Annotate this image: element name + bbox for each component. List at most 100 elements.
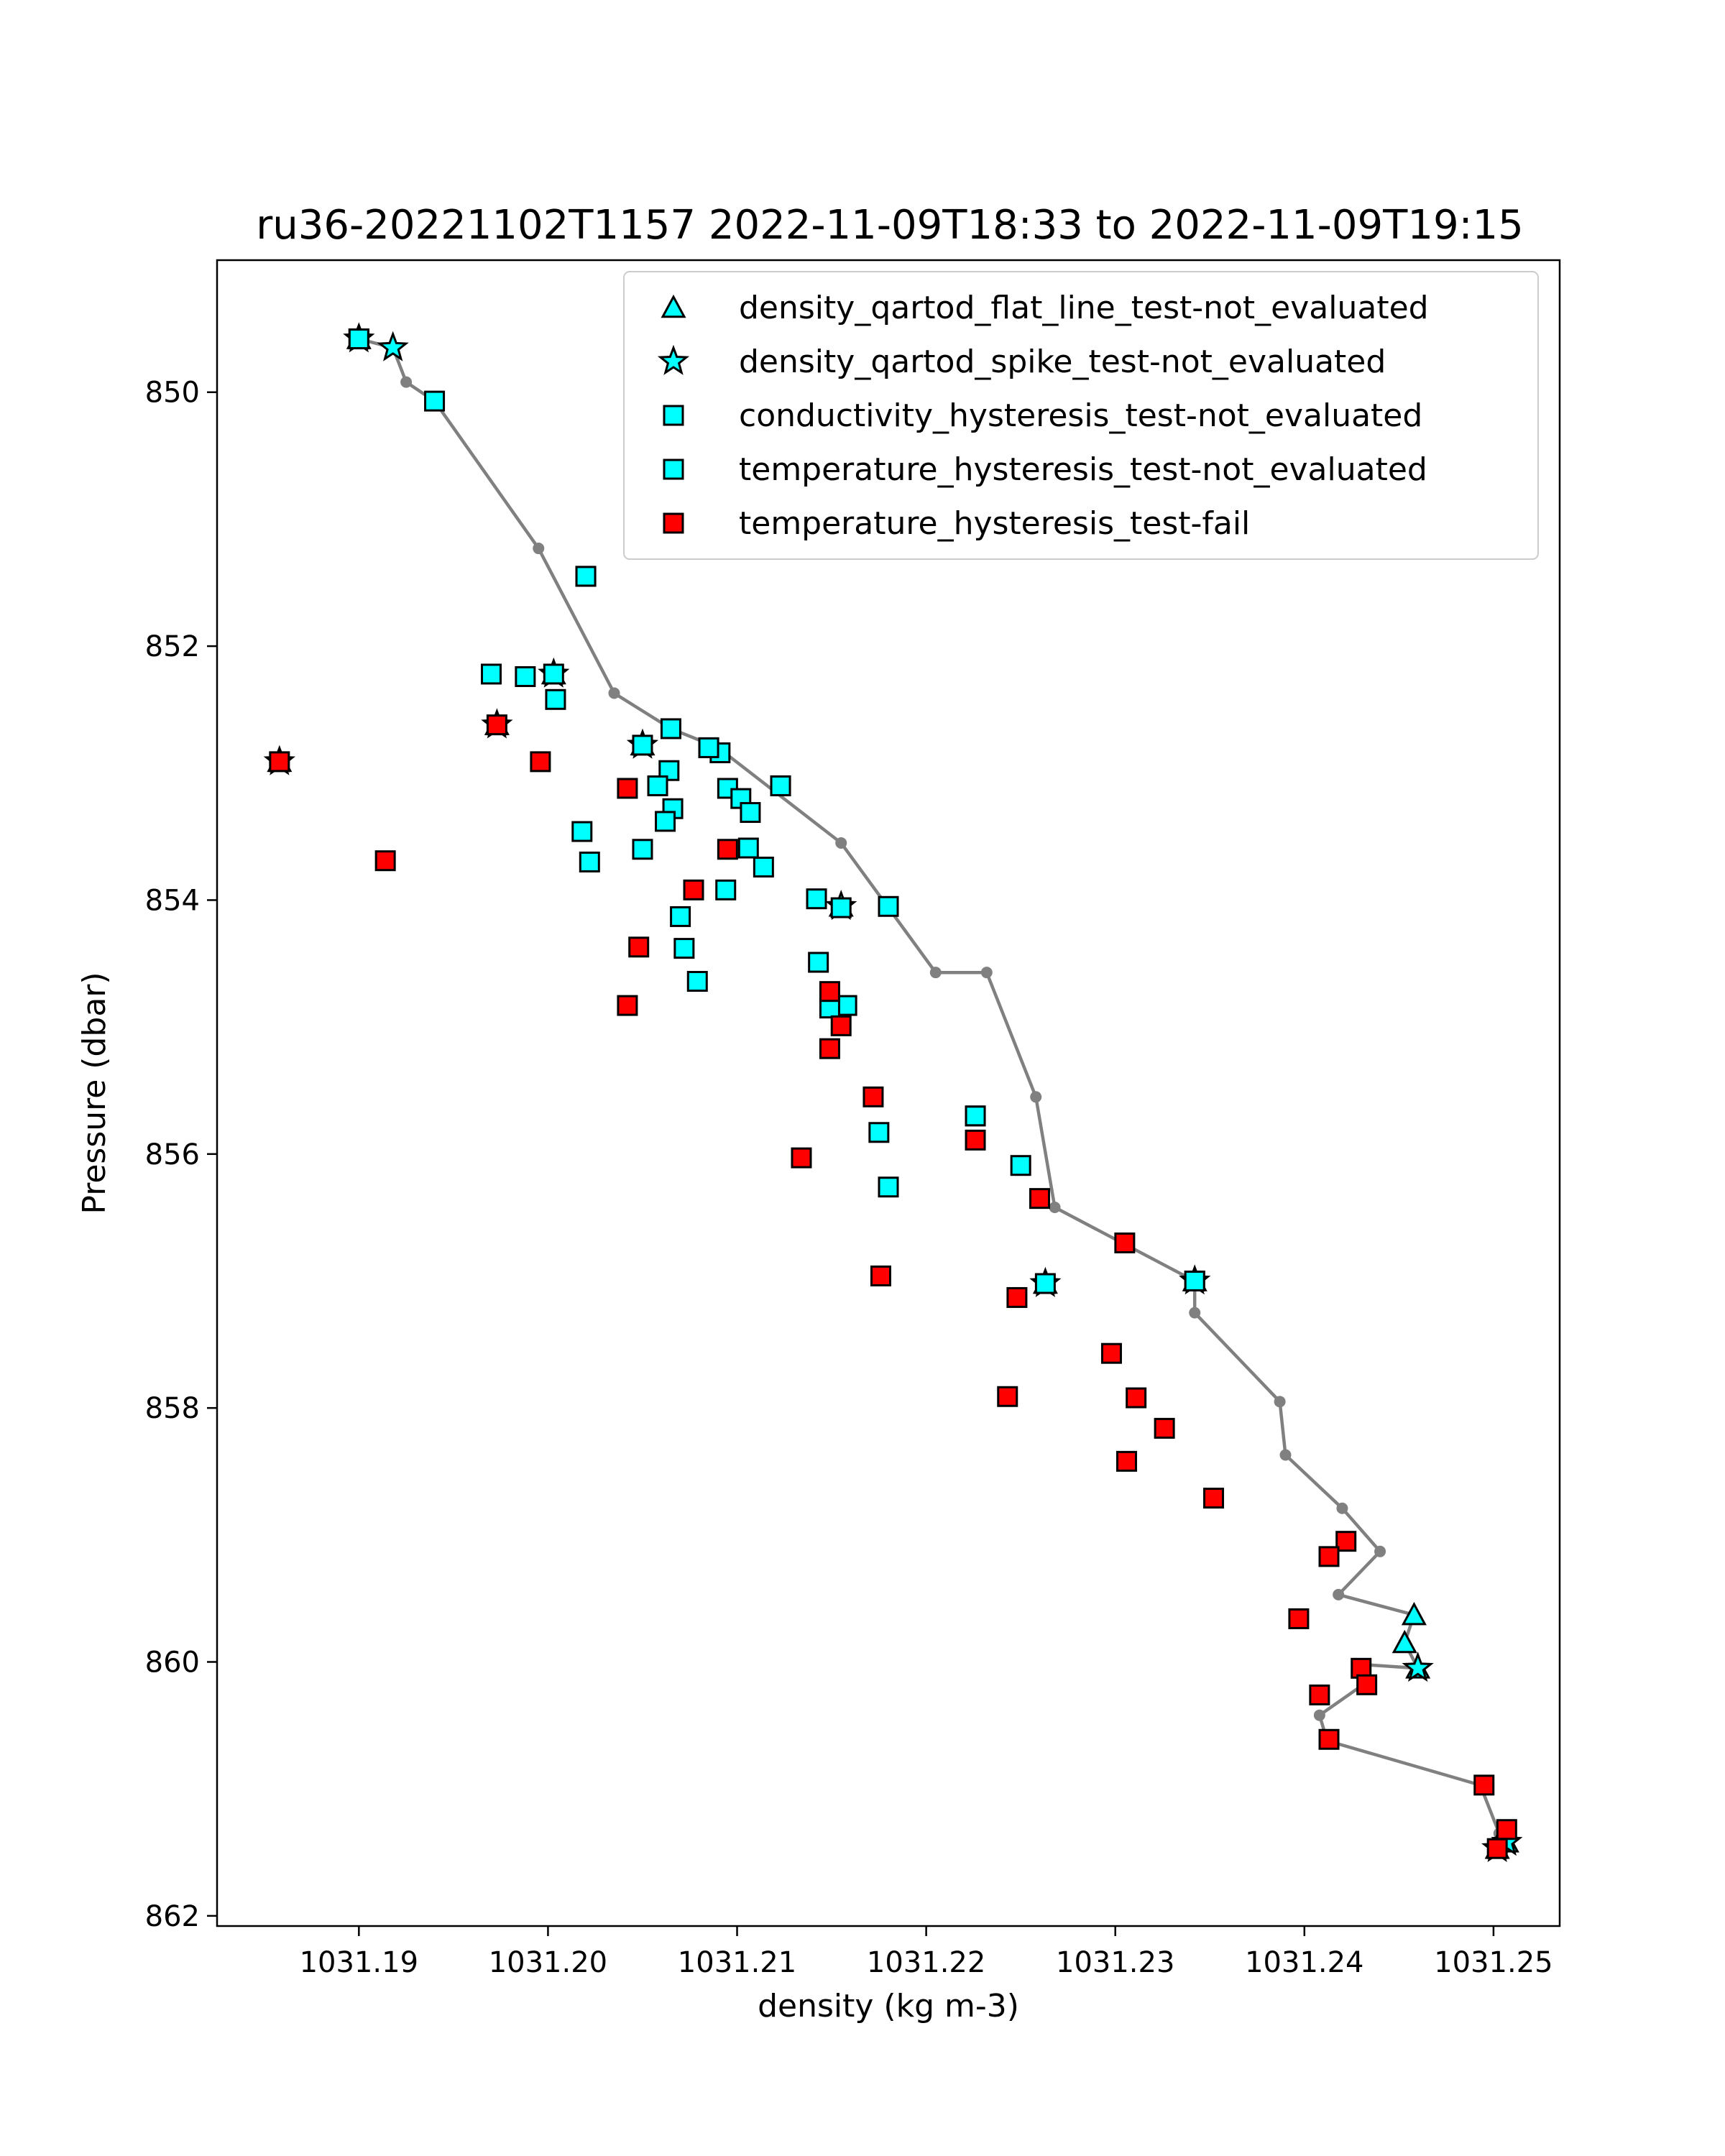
y-axis: 850 852 854 856 858 860 862: [145, 377, 217, 1933]
data-point-square: [740, 802, 761, 824]
legend-label: temperature_hysteresis_test-not_evaluate…: [739, 451, 1427, 488]
data-point-square: [862, 1086, 884, 1107]
y-tick-label: 860: [145, 1646, 200, 1680]
series-temperature_hysteresis_test-not_evaluated: [348, 328, 1205, 1291]
data-point-square: [670, 906, 691, 927]
profile-point: [980, 967, 993, 979]
data-point-square: [878, 1176, 899, 1198]
profile-point: [1336, 1502, 1348, 1514]
data-point-square: [647, 775, 668, 796]
profile-point: [1333, 1588, 1345, 1600]
data-point-square: [1486, 1838, 1508, 1859]
data-point-square: [965, 1105, 986, 1127]
data-point-square: [545, 688, 566, 710]
data-point-square: [1356, 1674, 1378, 1695]
y-axis-label: Pressure (dbar): [76, 972, 113, 1214]
data-point-square: [480, 663, 502, 685]
series-temperature_hysteresis_test-fail: [269, 714, 1517, 1859]
data-point-square: [683, 879, 704, 900]
data-point-star: [377, 331, 409, 361]
data-point-triangle: [1401, 1601, 1427, 1626]
legend-box: [623, 271, 1539, 560]
data-point-square: [1318, 1728, 1340, 1750]
x-tick-label: 1031.21: [678, 1946, 796, 1979]
data-point-square: [1029, 1188, 1050, 1210]
data-point-square: [1496, 1819, 1517, 1841]
x-tick-label: 1031.25: [1434, 1946, 1552, 1979]
profile-point: [1274, 1396, 1286, 1408]
data-point-square: [1154, 1417, 1175, 1439]
x-tick-label: 1031.19: [300, 1946, 418, 1979]
legend-marker-triangle: [661, 294, 686, 318]
legend-marker-square: [663, 405, 684, 426]
data-point-square: [1006, 1286, 1028, 1308]
data-point-square: [579, 851, 600, 872]
data-point-square: [1116, 1450, 1138, 1472]
data-point-square: [737, 837, 759, 859]
data-point-square: [632, 734, 653, 756]
legend: density_qartod_flat_line_test-not_evalua…: [623, 271, 1539, 560]
data-point-square: [673, 938, 695, 959]
profile-point: [608, 687, 620, 699]
data-point-square: [374, 850, 396, 872]
profile-point: [1313, 1709, 1325, 1721]
data-point-square: [686, 971, 708, 992]
profile-point: [400, 376, 413, 388]
data-point-square: [868, 1122, 890, 1143]
data-point-square: [753, 857, 774, 878]
legend-entry: conductivity_hysteresis_test-not_evaluat…: [663, 397, 1422, 434]
data-point-square: [530, 751, 551, 773]
data-point-square: [571, 821, 593, 842]
data-point-square: [1318, 1546, 1340, 1567]
data-point-square: [575, 566, 597, 587]
plot-area: [263, 322, 1523, 1863]
data-point-square: [1034, 1273, 1056, 1294]
data-point-square: [1114, 1232, 1136, 1253]
data-point-square: [1100, 1342, 1122, 1364]
data-point-square: [791, 1147, 812, 1169]
legend-label: temperature_hysteresis_test-fail: [739, 505, 1250, 542]
profile-point: [835, 837, 847, 849]
y-tick-label: 852: [145, 630, 200, 663]
profile-point: [533, 543, 545, 555]
profile-point: [1189, 1307, 1201, 1319]
profile-point: [929, 967, 942, 979]
profile-point: [1049, 1202, 1061, 1214]
data-point-square: [819, 981, 840, 1003]
legend-label: density_qartod_spike_test-not_evaluated: [739, 344, 1386, 380]
data-point-square: [1288, 1608, 1310, 1629]
legend-marker-square: [663, 512, 684, 534]
data-point-square: [269, 751, 290, 773]
x-tick-label: 1031.20: [489, 1946, 607, 1979]
data-point-square: [348, 328, 369, 350]
y-tick-label: 850: [145, 377, 200, 410]
x-tick-label: 1031.24: [1245, 1946, 1363, 1979]
plot-frame: [216, 259, 1561, 1927]
data-point-square: [1010, 1155, 1031, 1176]
data-point-square: [617, 778, 638, 799]
data-point-square: [628, 936, 650, 958]
data-point-triangle: [1392, 1629, 1417, 1654]
x-tick-label: 1031.23: [1056, 1946, 1174, 1979]
data-point-square: [515, 666, 536, 687]
data-point-square: [717, 839, 738, 860]
data-point-square: [660, 718, 681, 740]
data-point-square: [878, 895, 899, 917]
data-point-square: [830, 1015, 852, 1036]
data-point-square: [424, 390, 446, 412]
data-point-square: [830, 897, 852, 918]
profile-point: [1279, 1449, 1292, 1461]
x-axis-label: density (kg m-3): [758, 1988, 1019, 2024]
data-point-star: [1402, 1651, 1434, 1682]
profile-point: [1374, 1545, 1386, 1557]
y-tick-label: 862: [145, 1900, 200, 1933]
y-tick-label: 858: [145, 1392, 200, 1425]
legend-label: conductivity_hysteresis_test-not_evaluat…: [739, 397, 1422, 434]
legend-entry: temperature_hysteresis_test-fail: [663, 505, 1250, 542]
data-point-square: [543, 663, 564, 685]
data-point-square: [617, 995, 638, 1016]
legend-marker-square: [663, 459, 684, 480]
data-point-square: [632, 839, 653, 860]
data-point-square: [965, 1129, 986, 1151]
data-point-square: [1126, 1387, 1147, 1409]
